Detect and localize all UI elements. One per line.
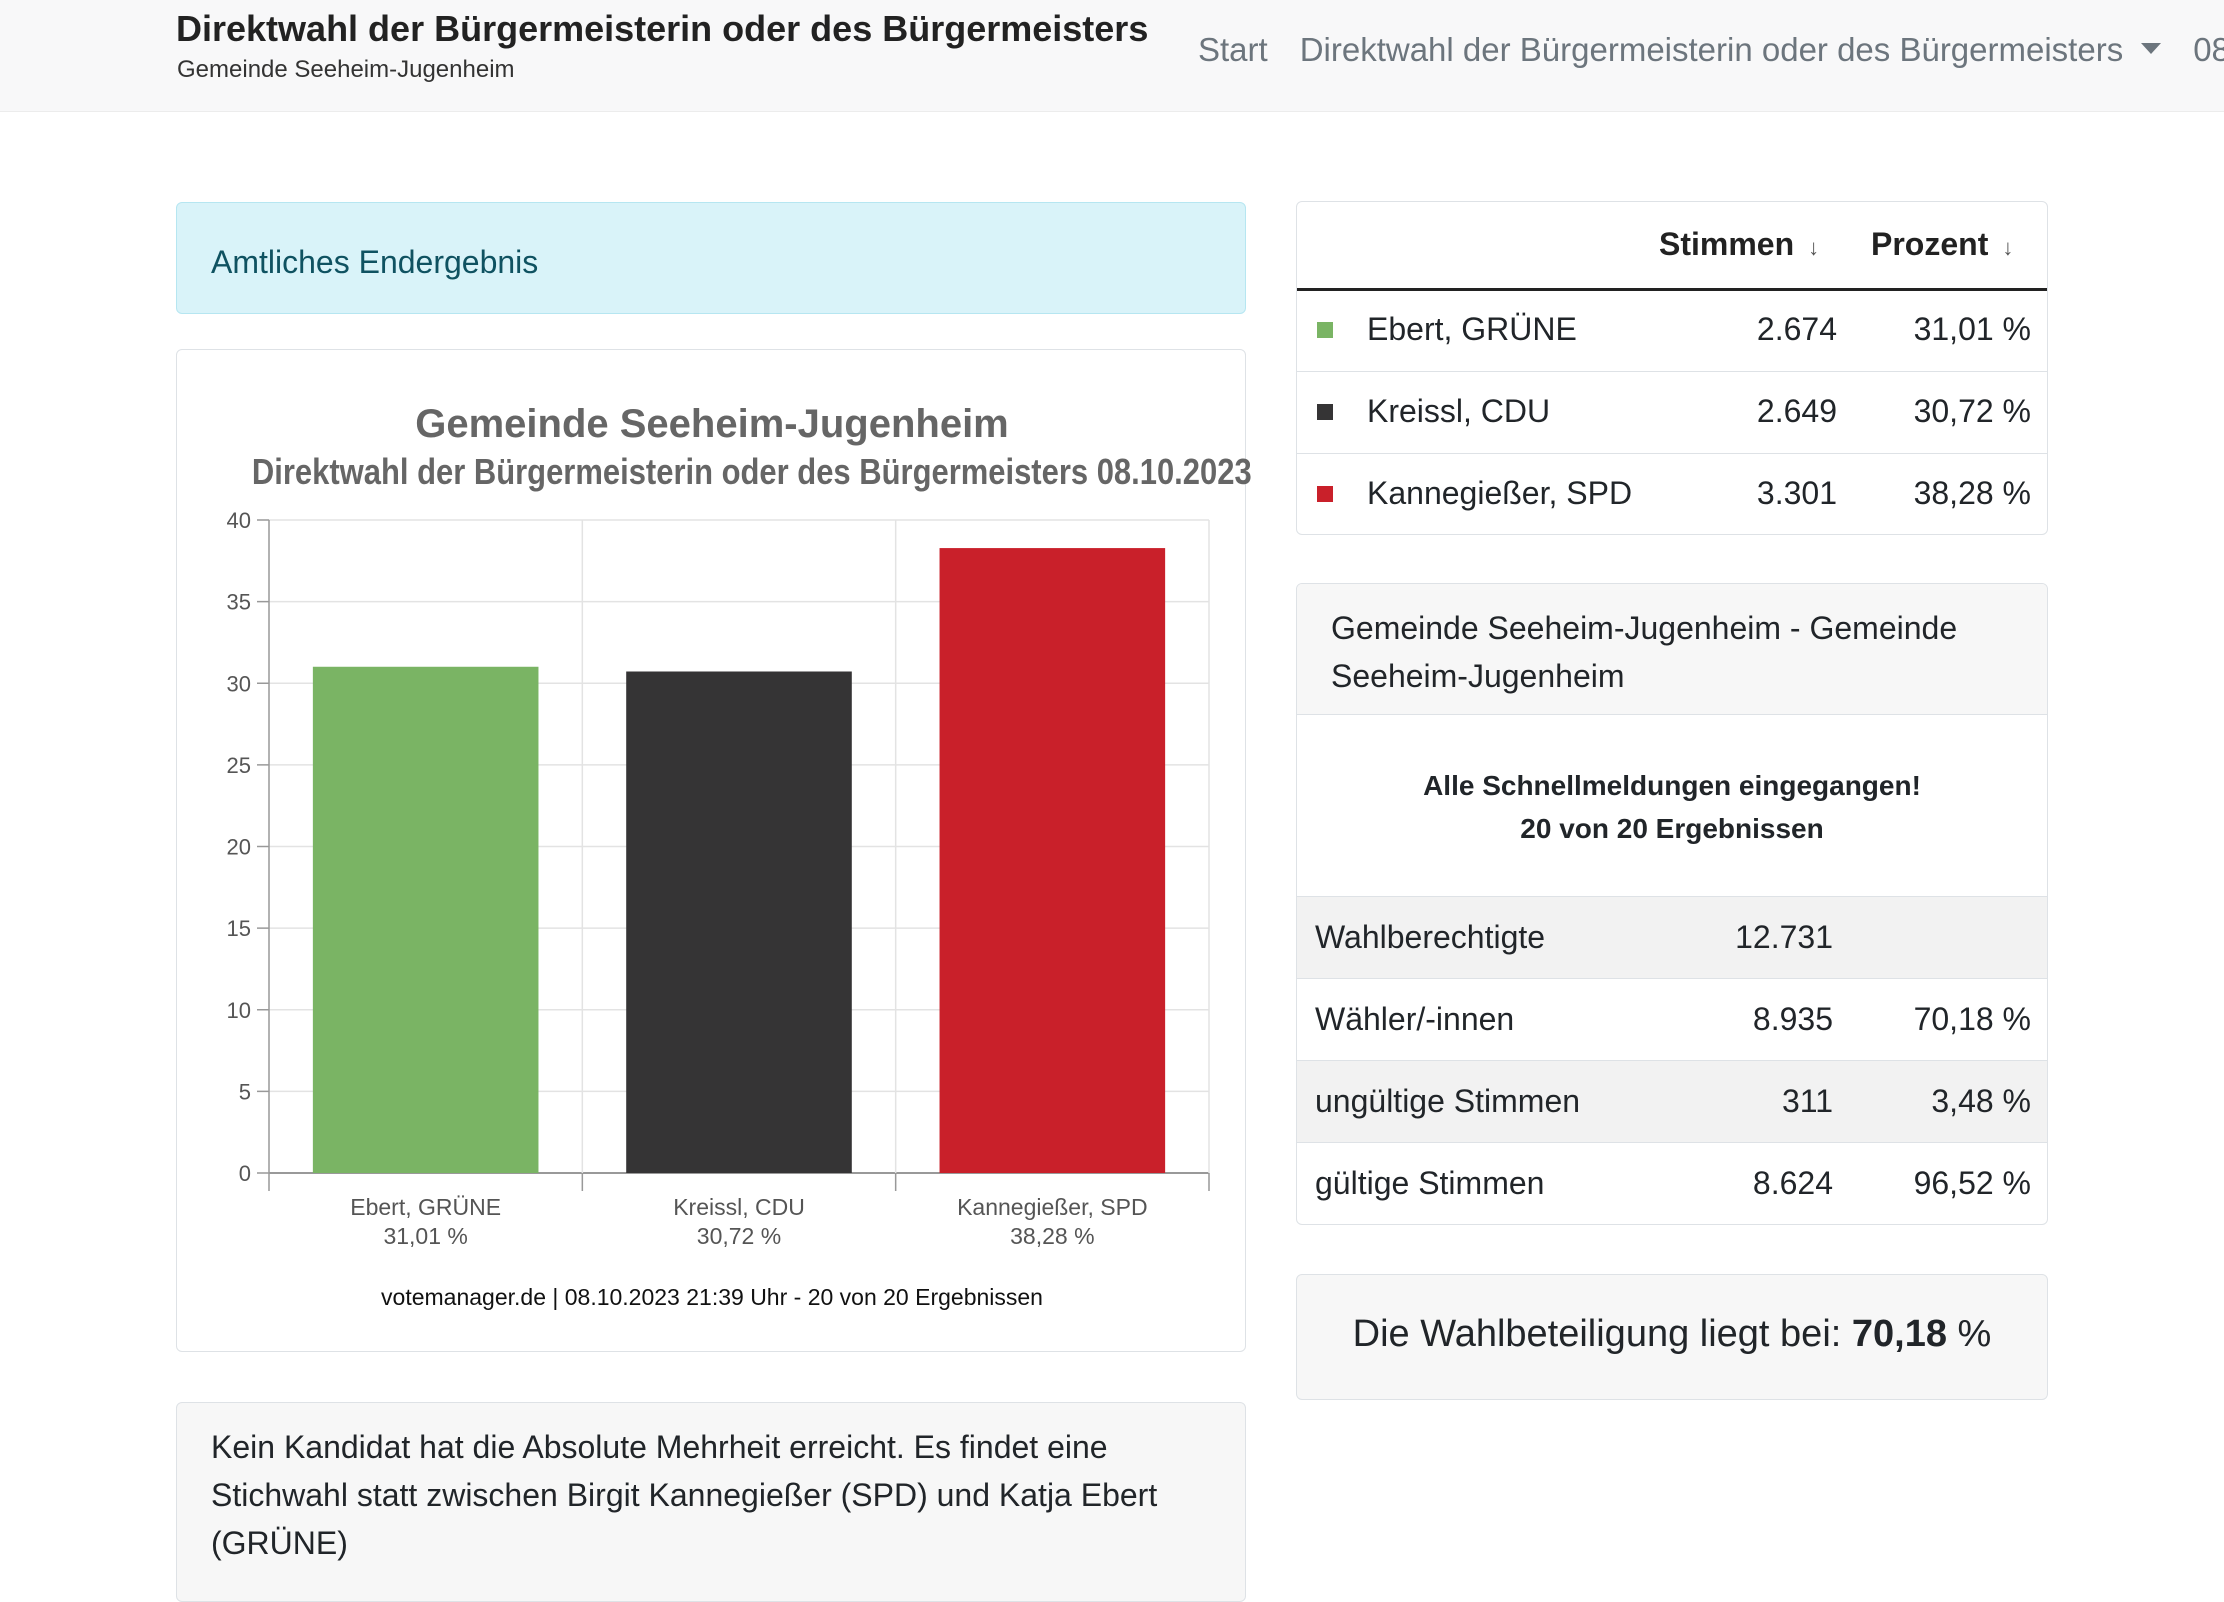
result-status-alert: Amtliches Endergebnis [176,202,1246,314]
stats-label: Wahlberechtigte [1315,919,1546,955]
chevron-down-icon[interactable] [2141,42,2162,54]
candidate-name: Ebert, GRÜNE [1367,311,1577,347]
x-category-label: Kreissl, CDU [673,1194,805,1220]
chart-card: Gemeinde Seeheim-Jugenheim Direktwahl de… [176,349,1252,1352]
chart-footer: votemanager.de | 08.10.2023 21:39 Uhr - … [381,1284,1043,1310]
chart-bar [626,671,852,1173]
votes-column-header[interactable]: Stimmen ↓ [1659,226,1820,262]
percent-column-header[interactable]: Prozent ↓ [1871,226,2014,262]
y-tick-label: 30 [227,671,251,696]
nav-date-dropdown[interactable]: 08 [2193,31,2224,68]
y-tick-label: 40 [227,508,251,533]
stats-row-voters: Wähler/-innen 8.935 70,18 % [1297,978,2047,1061]
page-title[interactable]: Direktwahl der Bürgermeisterin oder des … [176,8,1149,49]
nav-election-dropdown[interactable]: Direktwahl der Bürgermeisterin oder des … [1299,31,2124,68]
stats-row-eligible: Wahlberechtigte 12.731 [1297,896,2047,979]
x-category-label: Kannegießer, SPD [957,1194,1148,1220]
results-table: Stimmen ↓ Prozent ↓ Ebert, GRÜNE 2.674 31,… [1296,201,2048,535]
bar-chart: 0 5 10 15 20 25 30 35 40 Ebert, GRÜNE 31,01 % Kreis… [227,508,1210,1249]
candidate-votes: 2.674 [1756,311,1837,347]
x-category-label: Ebert, GRÜNE [350,1194,501,1220]
stats-label: ungültige Stimmen [1315,1083,1581,1119]
candidate-votes: 3.301 [1756,475,1837,511]
result-status-text: Amtliches Endergebnis [211,244,539,280]
table-row: Ebert, GRÜNE 2.674 31,01 % [1297,289,2047,372]
runoff-note-text: Kein Kandidat hat die Absolute Mehrheit … [211,1429,1158,1561]
stats-message-line2: 20 von 20 Ergebnissen [1520,813,1824,844]
page-subtitle: Gemeinde Seeheim-Jugenheim [177,56,515,83]
stats-percent: 96,52 % [1913,1165,2031,1201]
stats-value: 8.624 [1752,1165,1833,1201]
nav-start-link[interactable]: Start [1198,31,1268,68]
chart-subtitle: Direktwahl der Bürgermeisterin oder des … [251,451,1252,492]
stats-label: gültige Stimmen [1315,1165,1545,1201]
stats-label: Wähler/-innen [1315,1001,1515,1037]
chart-bar [312,666,539,1173]
color-swatch [1317,322,1333,338]
y-tick-label: 25 [227,753,251,778]
stats-row-invalid: ungültige Stimmen 311 3,48 % [1297,1060,2047,1143]
sort-arrow-icon[interactable]: ↓ [1808,235,1820,260]
top-navbar: Direktwahl der Bürgermeisterin oder des … [0,0,2224,112]
results-table-header: Stimmen ↓ Prozent ↓ [1297,202,2047,291]
y-tick-label: 15 [227,916,251,941]
y-tick-label: 10 [227,998,251,1023]
x-category-sublabel: 30,72 % [697,1223,781,1249]
stats-value: 311 [1781,1083,1833,1119]
turnout-summary: Die Wahlbeteiligung liegt bei: 70,18 % [1296,1274,2048,1400]
table-row: Kannegießer, SPD 3.301 38,28 % [1297,453,2047,535]
stats-message: Alle Schnellmeldungen eingegangen! 20 vo… [1297,764,2047,850]
candidate-percent: 38,28 % [1913,475,2031,511]
sort-arrow-icon[interactable]: ↓ [2002,235,2014,260]
y-tick-label: 5 [239,1079,251,1104]
main-nav: Start Direktwahl der Bürgermeisterin ode… [1198,31,2224,69]
turnout-stats-card: Gemeinde Seeheim-Jugenheim - Gemeinde Se… [1296,583,2048,1225]
stats-card-title: Gemeinde Seeheim-Jugenheim - Gemeinde Se… [1331,610,1958,694]
candidate-name: Kreissl, CDU [1367,393,1551,429]
stats-message-line1: Alle Schnellmeldungen eingegangen! [1423,770,1921,801]
table-row: Kreissl, CDU 2.649 30,72 % [1297,371,2047,454]
stats-percent: 70,18 % [1913,1001,2031,1037]
y-tick-label: 0 [239,1161,251,1186]
y-tick-label: 35 [227,590,251,615]
stats-value: 12.731 [1735,919,1833,955]
runoff-note-card: Kein Kandidat hat die Absolute Mehrheit … [176,1402,1246,1602]
x-category-sublabel: 31,01 % [383,1223,467,1249]
turnout-value: 70,18 [1851,1313,1947,1355]
chart-bar [939,548,1166,1173]
color-swatch [1317,404,1333,420]
stats-row-valid: gültige Stimmen 8.624 96,52 % [1297,1142,2047,1224]
candidate-percent: 31,01 % [1913,311,2031,347]
candidate-votes: 2.649 [1756,393,1837,429]
chart-title: Gemeinde Seeheim-Jugenheim [415,402,1009,446]
x-category-sublabel: 38,28 % [1010,1223,1094,1249]
y-tick-label: 20 [227,835,251,860]
candidate-percent: 30,72 % [1913,393,2031,429]
turnout-unit: % [1957,1313,1992,1355]
turnout-label: Die Wahlbeteiligung liegt bei: [1352,1313,1842,1355]
color-swatch [1317,486,1333,502]
stats-percent: 3,48 % [1931,1083,2031,1119]
stats-value: 8.935 [1752,1001,1833,1037]
stats-card-header: Gemeinde Seeheim-Jugenheim - Gemeinde Se… [1297,584,2047,715]
candidate-name: Kannegießer, SPD [1367,475,1633,511]
